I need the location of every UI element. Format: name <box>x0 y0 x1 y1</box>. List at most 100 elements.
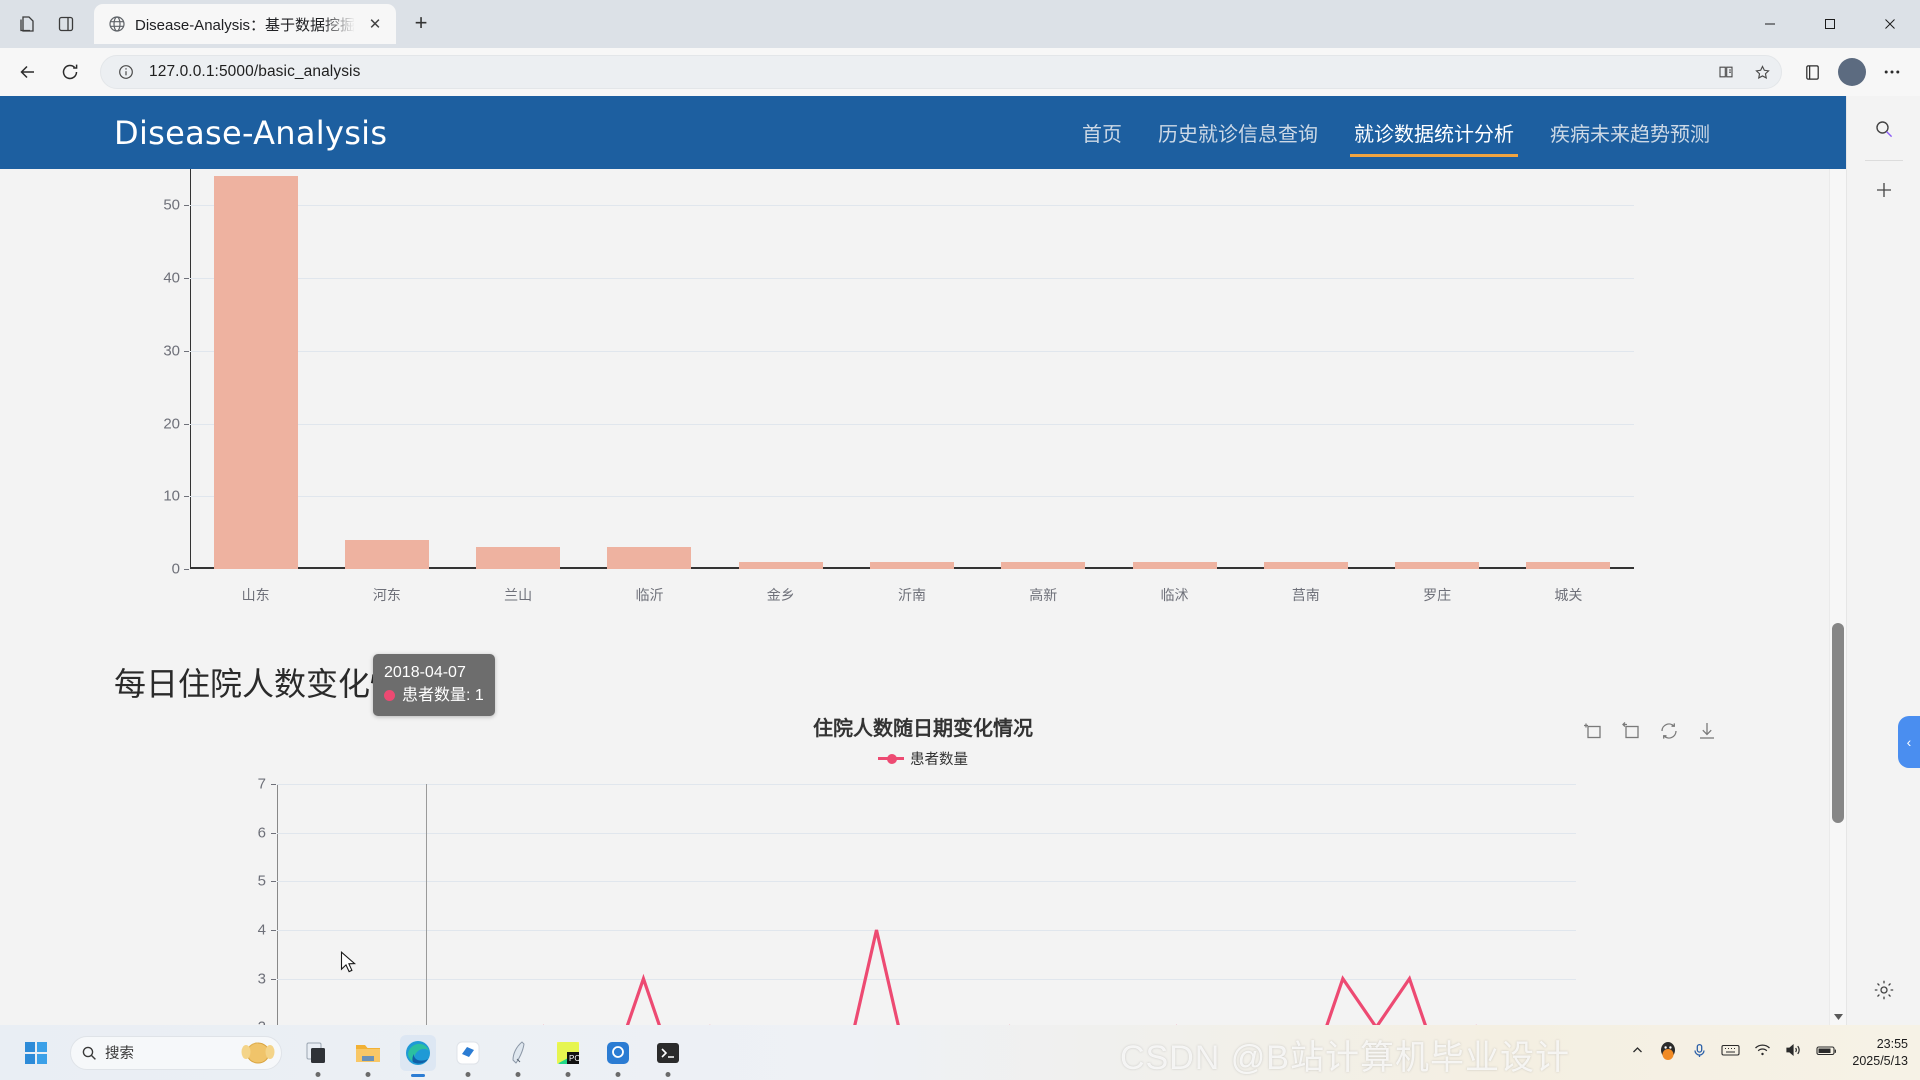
bar-item[interactable] <box>1132 561 1217 569</box>
taskbar-search[interactable]: 搜索 <box>70 1035 282 1070</box>
bar-item[interactable] <box>607 547 692 569</box>
star-icon[interactable] <box>1749 59 1775 85</box>
back-button[interactable] <box>10 54 46 90</box>
ellipsis-icon[interactable] <box>1874 54 1910 90</box>
qq-icon[interactable] <box>1658 1040 1678 1065</box>
line-chart-legend[interactable]: 患者数量 <box>878 748 968 769</box>
chevron-up-icon[interactable] <box>1631 1044 1644 1062</box>
edge-browser-icon[interactable] <box>400 1034 436 1077</box>
bar-item[interactable] <box>738 561 823 569</box>
mouse-cursor <box>340 950 358 980</box>
taskbar-search-placeholder: 搜索 <box>105 1046 134 1062</box>
line-gridline <box>277 881 1576 883</box>
axis-pointer <box>426 784 428 1025</box>
edge-sidebar: ‹ <box>1846 96 1920 1025</box>
address-bar[interactable]: 127.0.0.1:5000/basic_analysis <box>100 55 1782 89</box>
legend-label: 患者数量 <box>910 752 968 768</box>
bar-gridline <box>190 350 1634 352</box>
bar-item[interactable] <box>213 176 298 569</box>
todo-app-icon[interactable] <box>450 1035 486 1077</box>
info-circle-icon[interactable] <box>113 59 139 85</box>
line-plot-area[interactable]: 1234567 <box>258 776 1576 1025</box>
volume-icon[interactable] <box>1785 1043 1802 1062</box>
cloud-app-icon[interactable] <box>600 1035 636 1077</box>
line-chart-title: 住院人数随日期变化情况 <box>813 718 1033 740</box>
bar-y-tick <box>184 350 189 352</box>
tab-close-icon[interactable]: ✕ <box>368 16 382 33</box>
profile-avatar[interactable] <box>1838 58 1866 86</box>
battery-icon[interactable] <box>1816 1044 1838 1062</box>
browser-tab[interactable]: Disease-Analysis：基于数据挖掘 ✕ <box>94 4 397 44</box>
restore-icon[interactable] <box>1658 720 1680 742</box>
bar-item[interactable] <box>1263 561 1348 569</box>
globe-icon <box>108 15 126 33</box>
clock-time: 23:55 <box>1876 1036 1908 1051</box>
reader-mode-icon[interactable] <box>1713 59 1739 85</box>
bar-item[interactable] <box>344 539 429 569</box>
task-indicator <box>615 1071 621 1077</box>
data-zoom-reset-icon[interactable] <box>1620 720 1642 742</box>
scrollbar-track[interactable] <box>1832 113 1844 1008</box>
line-y-tick-label: 4 <box>257 921 266 939</box>
terminal-icon[interactable] <box>650 1035 686 1077</box>
new-tab-button[interactable]: + <box>414 9 428 35</box>
bar-item[interactable] <box>1001 561 1086 569</box>
nav-item-statistics[interactable]: 就诊数据统计分析 <box>1336 104 1532 161</box>
microphone-icon[interactable] <box>1692 1043 1707 1063</box>
page-viewport: 患者所在地区数量的分布直方图 患者数量 Disease-Analysis 首页 … <box>0 96 1846 1025</box>
bar-item[interactable] <box>1395 561 1480 569</box>
task-indicator <box>315 1071 321 1077</box>
tooltip-marker-icon <box>384 690 395 702</box>
collections-icon[interactable] <box>1794 54 1830 90</box>
legend-marker-icon <box>878 753 904 764</box>
maximize-button[interactable] <box>1800 0 1860 48</box>
daily-inpatients-chart[interactable]: 住院人数随日期变化情况 患者数量 <box>0 654 1846 1025</box>
region-histogram-chart[interactable]: 0 10 20 30 40 50 山东 河东 兰山 临沂 金乡 沂南 高新 临沭 莒南 罗庄 城关 <box>0 169 1846 649</box>
task-indicator <box>465 1071 471 1077</box>
gear-icon[interactable] <box>1865 971 1903 1009</box>
page-scrollbar[interactable] <box>1829 96 1846 1025</box>
nav-item-history-query[interactable]: 历史就诊信息查询 <box>1158 124 1318 146</box>
nav-item-home[interactable]: 首页 <box>1082 124 1122 146</box>
bar-y-tick <box>184 423 189 425</box>
file-explorer-icon[interactable] <box>350 1035 386 1077</box>
bar-item[interactable] <box>1526 561 1611 569</box>
data-zoom-icon[interactable] <box>1582 720 1604 742</box>
add-icon[interactable] <box>1865 171 1903 209</box>
bar-y-tick <box>184 496 189 498</box>
scrollbar-thumb[interactable] <box>1832 623 1844 823</box>
line-series-path <box>277 784 1576 1025</box>
minimize-button[interactable] <box>1740 0 1800 48</box>
bar-x-tick-label: 山东 <box>241 587 270 603</box>
bar-gridline <box>190 205 1634 207</box>
site-brand[interactable]: Disease-Analysis <box>114 113 388 152</box>
line-y-tick-label: 5 <box>257 872 266 890</box>
nav-links: 首页 历史就诊信息查询 就诊数据统计分析 疾病未来趋势预测 <box>1064 104 1728 161</box>
save-image-icon[interactable] <box>1696 720 1718 742</box>
bar-y-tick-label: 40 <box>163 269 180 287</box>
tab-actions-icon[interactable] <box>10 6 46 42</box>
bar-item[interactable] <box>869 561 954 569</box>
pen-app-icon[interactable] <box>500 1035 536 1077</box>
bar-item[interactable] <box>476 547 561 569</box>
close-window-button[interactable] <box>1860 0 1920 48</box>
keyboard-icon[interactable] <box>1721 1043 1740 1062</box>
reload-button[interactable] <box>52 54 88 90</box>
wifi-icon[interactable] <box>1754 1043 1771 1062</box>
bar-x-tick-label: 城关 <box>1554 587 1583 603</box>
scroll-down-arrow[interactable] <box>1830 1008 1846 1025</box>
pycharm-icon[interactable]: PC <box>550 1035 586 1077</box>
bar-gridline <box>190 423 1634 425</box>
search-icon[interactable] <box>1865 110 1903 148</box>
nav-item-forecast[interactable]: 疾病未来趋势预测 <box>1550 124 1710 146</box>
line-y-tick-label: 2 <box>258 1019 266 1025</box>
line-y-tick <box>271 881 276 883</box>
split-screen-icon[interactable] <box>48 6 84 42</box>
sidebar-expand-button[interactable]: ‹ <box>1898 716 1920 768</box>
bar-y-axis-line <box>190 169 191 569</box>
bar-gridline <box>190 569 1634 570</box>
taskbar-clock[interactable]: 23:55 2025/5/13 <box>1852 1036 1908 1070</box>
task-view-icon[interactable] <box>300 1035 336 1077</box>
windows-start-icon[interactable] <box>18 1035 54 1071</box>
windows-taskbar: 搜索 <box>0 1025 1920 1080</box>
